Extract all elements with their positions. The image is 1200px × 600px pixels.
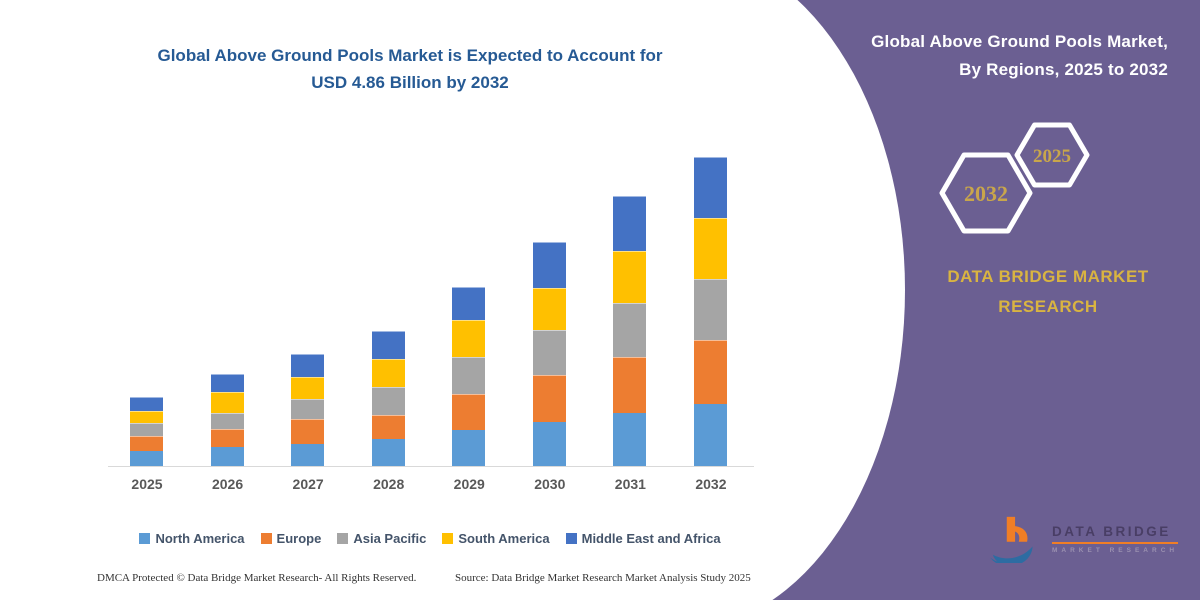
hexagon-decoration: 2032 2025 xyxy=(939,122,1090,234)
legend-item-europe: Europe xyxy=(260,531,322,546)
segment-2027-middle-east-and-africa xyxy=(291,353,325,378)
segment-2028-asia-pacific xyxy=(371,386,405,416)
panel-heading: Global Above Ground Pools Market, By Reg… xyxy=(871,28,1168,84)
hexagon-2025-label: 2025 xyxy=(1033,146,1071,167)
x-tick-2030: 2030 xyxy=(534,476,566,492)
segment-2026-asia-pacific xyxy=(210,413,244,429)
bar-2031 xyxy=(613,196,647,466)
segment-2032-asia-pacific xyxy=(693,279,727,341)
segment-2029-europe xyxy=(452,393,486,431)
legend-swatch xyxy=(337,533,349,544)
bar-2025 xyxy=(130,397,163,466)
segment-2031-north-america xyxy=(613,412,647,466)
legend-item-north-america: North America xyxy=(139,531,245,546)
brand-name-line1: DATA BRIDGE MARKET xyxy=(947,267,1149,286)
segment-2032-middle-east-and-africa xyxy=(693,157,727,219)
segment-2029-middle-east-and-africa xyxy=(452,286,486,320)
x-tick-2031: 2031 xyxy=(614,476,646,492)
segment-2028-europe xyxy=(371,415,405,439)
bar-2029 xyxy=(452,286,486,466)
panel-heading-line1: Global Above Ground Pools Market, xyxy=(871,32,1168,51)
segment-2027-south-america xyxy=(291,377,325,399)
segment-2027-north-america xyxy=(291,443,325,466)
legend-item-south-america: South America xyxy=(442,531,550,546)
bar-2032 xyxy=(693,157,727,466)
segment-2026-europe xyxy=(210,428,244,447)
segment-2032-south-america xyxy=(693,218,727,280)
segment-2026-north-america xyxy=(210,446,244,466)
segment-2027-europe xyxy=(291,419,325,444)
page-title: Global Above Ground Pools Market is Expe… xyxy=(50,42,770,96)
legend-label: Middle East and Africa xyxy=(581,531,721,546)
segment-2031-middle-east-and-africa xyxy=(613,196,647,252)
x-axis-labels: 2025 2026 2027 2028 2029 2030 2031 2032 xyxy=(117,476,741,492)
segment-2030-europe xyxy=(532,375,566,422)
x-tick-2027: 2027 xyxy=(292,476,324,492)
segment-2028-middle-east-and-africa xyxy=(371,331,405,360)
segment-2030-middle-east-and-africa xyxy=(532,241,566,288)
legend-label: North America xyxy=(155,531,245,546)
page-title-line1: Global Above Ground Pools Market is Expe… xyxy=(157,46,663,65)
legend-label: South America xyxy=(458,531,550,546)
segment-2026-south-america xyxy=(210,391,244,414)
dbmr-logo: DATA BRIDGE MARKET RESEARCH xyxy=(988,515,1179,563)
brand-name-line2: RESEARCH xyxy=(998,296,1098,316)
segment-2025-north-america xyxy=(130,451,163,466)
legend-swatch xyxy=(565,533,577,544)
segment-2026-middle-east-and-africa xyxy=(210,373,244,392)
dbmr-logo-sub: MARKET RESEARCH xyxy=(1052,547,1179,554)
segment-2028-south-america xyxy=(371,359,405,387)
legend-swatch xyxy=(139,533,151,544)
dbmr-logo-icon xyxy=(990,516,1033,563)
bar-2026 xyxy=(210,373,244,466)
source-text: Source: Data Bridge Market Research Mark… xyxy=(455,572,751,584)
segment-2031-asia-pacific xyxy=(613,302,647,357)
segment-2028-north-america xyxy=(371,438,405,466)
page-title-line2: USD 4.86 Billion by 2032 xyxy=(311,73,509,93)
brand-name: DATA BRIDGE MARKET RESEARCH xyxy=(860,262,1200,322)
bar-2028 xyxy=(371,331,405,466)
legend-item-asia-pacific: Asia Pacific xyxy=(337,531,426,546)
x-tick-2028: 2028 xyxy=(373,476,405,492)
chart-legend: North America Europe Asia Pacific South Ame… xyxy=(95,531,765,546)
segment-2027-asia-pacific xyxy=(291,398,325,420)
hexagon-2032 xyxy=(939,152,1033,234)
segment-2031-south-america xyxy=(613,251,647,303)
segment-2029-asia-pacific xyxy=(452,356,486,394)
x-tick-2026: 2026 xyxy=(211,476,244,492)
dbmr-logo-name: DATA BRIDGE xyxy=(1052,524,1179,544)
x-axis-line xyxy=(108,466,754,467)
hexagon-2032-label: 2032 xyxy=(964,181,1008,206)
x-tick-2025: 2025 xyxy=(131,476,163,492)
legend-item-middle-east-and-africa: Middle East and Africa xyxy=(565,531,721,546)
segment-2031-europe xyxy=(613,356,647,413)
stacked-bar-chart: 2025 2026 2027 2028 2029 2030 2031 2032 xyxy=(108,140,754,492)
dbmr-logo-text: DATA BRIDGE MARKET RESEARCH xyxy=(1052,524,1179,554)
panel-heading-line2: By Regions, 2025 to 2032 xyxy=(959,60,1168,80)
legend-swatch xyxy=(260,533,272,544)
segment-2030-north-america xyxy=(532,421,566,466)
hexagon-2025 xyxy=(1014,122,1090,188)
legend-swatch xyxy=(442,533,454,544)
segment-2030-asia-pacific xyxy=(532,329,566,376)
legend-label: Europe xyxy=(276,531,322,546)
copyright-text: DMCA Protected © Data Bridge Market Rese… xyxy=(97,572,417,584)
x-tick-2029: 2029 xyxy=(453,476,485,492)
segment-2029-south-america xyxy=(452,319,486,357)
segment-2032-north-america xyxy=(693,403,727,466)
legend-label: Asia Pacific xyxy=(353,531,427,546)
segment-2025-middle-east-and-africa xyxy=(130,397,163,411)
bars-area xyxy=(130,140,727,466)
segment-2025-south-america xyxy=(130,410,163,423)
segment-2025-europe xyxy=(130,435,163,452)
segment-2032-europe xyxy=(693,340,727,404)
x-tick-2032: 2032 xyxy=(695,476,727,492)
segment-2030-south-america xyxy=(532,287,566,330)
segment-2029-north-america xyxy=(452,430,486,466)
bar-2030 xyxy=(532,241,566,466)
segment-2025-asia-pacific xyxy=(130,422,163,436)
bar-2027 xyxy=(291,353,325,466)
brand-panel: Global Above Ground Pools Market, By Reg… xyxy=(760,0,1200,600)
